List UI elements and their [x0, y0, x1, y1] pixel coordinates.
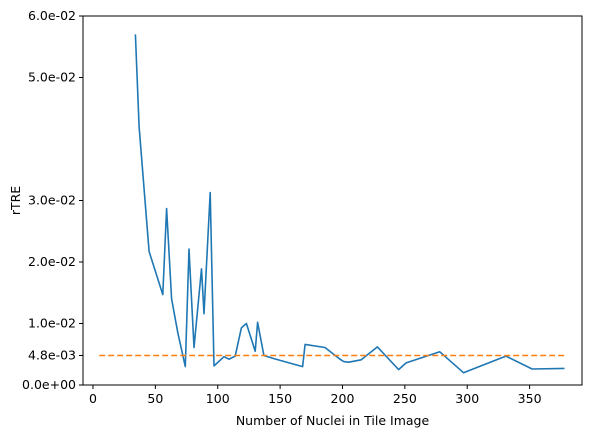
- y-tick-label: 0.0e+00: [22, 377, 76, 392]
- x-tick-label: 200: [331, 391, 355, 406]
- x-axis-title: Number of Nuclei in Tile Image: [236, 413, 430, 428]
- x-tick-label: 0: [89, 391, 97, 406]
- y-axis: 0.0e+00 4.8e-03 1.0e-02 2.0e-02 3.0e-02 5.0e-…: [22, 8, 83, 392]
- x-tick-label: 150: [268, 391, 292, 406]
- series-line-1: [134, 34, 565, 374]
- x-tick-label: 250: [393, 391, 417, 406]
- plot-frame: [82, 15, 583, 386]
- x-tick-label: 350: [518, 391, 542, 406]
- x-tick-label: 50: [147, 391, 163, 406]
- plot-area: [82, 15, 583, 386]
- y-tick-label: 1.0e-02: [28, 316, 76, 331]
- x-axis: 0 50 100 150 200 250 300 350: [89, 385, 542, 406]
- x-tick-label: 100: [206, 391, 230, 406]
- y-tick-label: 3.0e-02: [28, 193, 76, 208]
- y-tick-label: 5.0e-02: [28, 70, 76, 85]
- series-layer: [99, 34, 565, 374]
- x-tick-label: 300: [455, 391, 479, 406]
- y-tick-label: 6.0e-02: [28, 8, 76, 23]
- y-tick-label: 4.8e-03: [28, 347, 76, 362]
- y-tick-label: 2.0e-02: [28, 254, 76, 269]
- y-axis-title: rTRE: [8, 186, 23, 215]
